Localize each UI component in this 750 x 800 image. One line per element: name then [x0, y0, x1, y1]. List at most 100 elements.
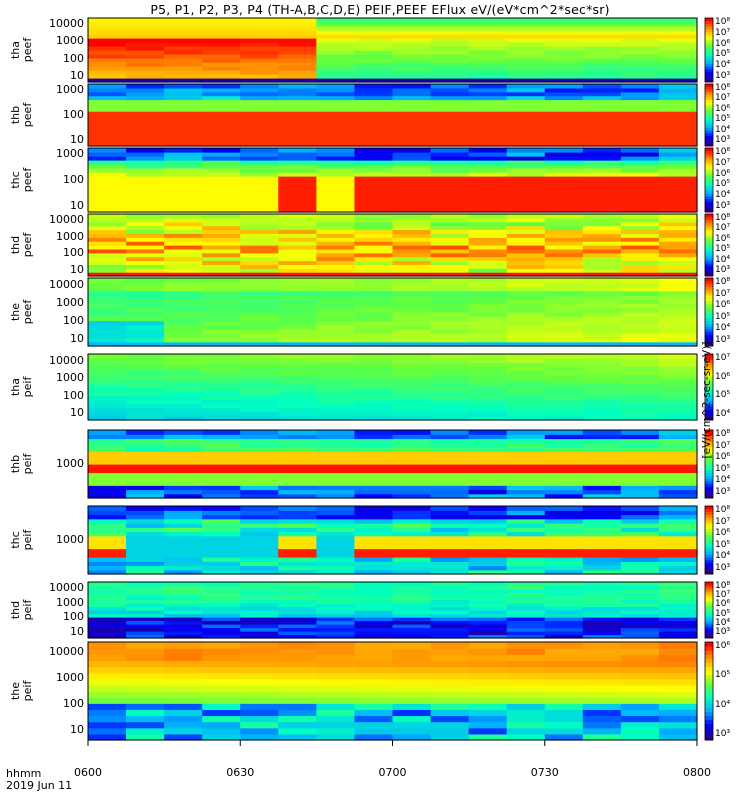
heatmap-cell [506, 18, 546, 23]
heatmap-cell [468, 214, 508, 219]
heatmap-cell [354, 87, 394, 93]
heatmap-cell [582, 156, 622, 161]
heatmap-cell [278, 535, 317, 541]
heatmap-cell [278, 727, 317, 735]
heatmap-cell [430, 582, 470, 587]
heatmap-cell [544, 130, 584, 135]
heatmap-cell [620, 260, 660, 265]
heatmap-cell [278, 531, 317, 537]
heatmap-cell [240, 252, 279, 258]
colorbar-segment [705, 670, 713, 676]
heatmap-cell [582, 485, 622, 491]
heatmap-cell [354, 455, 394, 461]
heatmap-cell [506, 654, 546, 661]
heatmap-cell [202, 599, 241, 604]
heatmap-cell [506, 164, 546, 169]
colorbar-segment [705, 417, 713, 421]
heatmap-cell [544, 378, 584, 384]
heatmap-cell [126, 22, 165, 27]
heatmap-cell [430, 569, 470, 575]
colorbar-segment [705, 542, 713, 547]
heatmap-cell [202, 156, 241, 161]
colorbar-segment [705, 169, 713, 173]
heatmap-cell [88, 493, 127, 499]
colorbar-segment [705, 537, 713, 541]
heatmap-cell [658, 233, 698, 238]
heatmap-cell [506, 733, 546, 741]
heatmap-cell [544, 527, 584, 533]
heatmap-cell [392, 617, 432, 622]
heatmap-cell [468, 66, 508, 71]
heatmap-cell [658, 582, 698, 587]
heatmap-cell [126, 535, 165, 541]
heatmap-cell [316, 672, 356, 680]
heatmap-cell [620, 217, 660, 223]
heatmap-cell [582, 535, 622, 541]
heatmap-cell [202, 642, 241, 649]
heatmap-cell [164, 91, 203, 97]
heatmap-cell [202, 411, 241, 417]
heatmap-cell [278, 156, 317, 161]
heatmap-cell [88, 678, 127, 686]
heatmap-cell [164, 395, 203, 400]
heatmap-cell [240, 188, 279, 193]
heatmap-cell [430, 164, 470, 169]
panel-frame [87, 213, 698, 277]
heatmap-cell [392, 434, 432, 440]
colorbar-segment [705, 153, 713, 157]
heatmap-cell [392, 312, 432, 317]
heatmap-cell [582, 654, 622, 661]
heatmap-cell [278, 382, 317, 388]
heatmap-cell [392, 727, 432, 735]
heatmap-cell [316, 631, 356, 636]
heatmap-cell [354, 312, 394, 317]
heatmap-cell [430, 180, 470, 185]
heatmap-cell [202, 370, 241, 376]
heatmap-cell [658, 624, 698, 629]
heatmap-cell [468, 111, 508, 116]
heatmap-cell [468, 672, 508, 680]
heatmap-cell [126, 115, 165, 120]
heatmap-cell [354, 557, 394, 562]
heatmap-cell [506, 286, 546, 292]
heatmap-cell [506, 391, 546, 396]
heatmap-cell [430, 476, 470, 482]
heatmap-cell [126, 91, 165, 97]
heatmap-cell [468, 733, 508, 741]
heatmap-cell [202, 603, 241, 608]
heatmap-cell [544, 592, 584, 597]
heatmap-cell [202, 697, 241, 704]
heatmap-cell [658, 565, 698, 571]
heatmap-cell [582, 260, 622, 265]
heatmap-cell [240, 399, 279, 405]
heatmap-cell [430, 370, 470, 376]
heatmap-cell [240, 627, 279, 632]
heatmap-cell [392, 217, 432, 223]
panel-y-label: thb peef [9, 102, 34, 128]
heatmap-cell [126, 208, 165, 213]
heatmap-cell [202, 493, 241, 499]
heatmap-cell [658, 399, 698, 405]
heatmap-cell [354, 272, 394, 277]
heatmap-cell [392, 624, 432, 629]
heatmap-cell [506, 74, 546, 79]
heatmap-cell [468, 84, 508, 89]
heatmap-cell [278, 407, 317, 413]
heatmap-cell [126, 245, 165, 250]
heatmap-cell [506, 434, 546, 440]
heatmap-cell [278, 54, 317, 59]
heatmap-cell [430, 561, 470, 567]
heatmap-cell [544, 362, 584, 367]
heatmap-cell [506, 130, 546, 135]
heatmap-cell [354, 523, 394, 528]
heatmap-cell [316, 204, 356, 209]
heatmap-cell [658, 613, 698, 618]
heatmap-cell [126, 103, 165, 108]
heatmap-cell [88, 596, 127, 601]
heatmap-cell [392, 168, 432, 173]
heatmap-cell [392, 709, 432, 717]
heatmap-cell [506, 485, 546, 491]
heatmap-cell [202, 168, 241, 173]
heatmap-cell [658, 176, 698, 181]
heatmap-cell [392, 341, 432, 347]
